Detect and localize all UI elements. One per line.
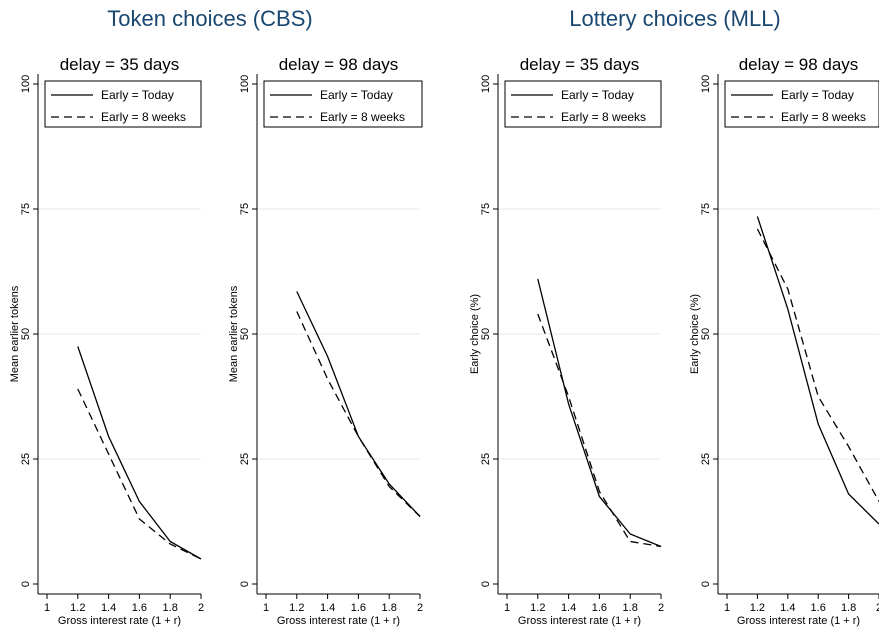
y-tick-label: 75: [480, 203, 492, 215]
x-tick-label: 1.4: [101, 602, 116, 614]
series-line-early-today: [537, 278, 662, 548]
y-tick-label: 0: [239, 581, 251, 587]
x-tick-label: 1.2: [750, 602, 765, 614]
y-tick-label: 50: [700, 328, 712, 340]
series-line-early-8-weeks: [756, 228, 879, 502]
legend-label: Early = 8 weeks: [561, 110, 646, 124]
panel-title: delay = 35 days: [520, 55, 640, 74]
y-tick-label: 75: [700, 203, 712, 215]
x-tick-label: 1: [44, 602, 50, 614]
legend-label: Early = Today: [561, 88, 634, 102]
legend-box: [504, 80, 662, 128]
y-tick-label: 25: [480, 453, 492, 465]
series-line-early-today: [296, 291, 421, 517]
x-tick-label: 2: [876, 602, 879, 614]
x-tick-label: 1.4: [780, 602, 795, 614]
y-tick-label: 25: [239, 453, 251, 465]
group-title-lottery-choices: Lottery choices (MLL): [569, 6, 781, 31]
x-axis-label: Gross interest rate (1 + r): [58, 615, 181, 627]
y-tick-label: 100: [700, 75, 712, 93]
legend-label: Early = 8 weeks: [781, 110, 866, 124]
legend-label: Early = Today: [781, 88, 854, 102]
legend-label: Early = 8 weeks: [320, 110, 405, 124]
legend-label: Early = Today: [320, 88, 393, 102]
legend-label: Early = Today: [101, 88, 174, 102]
y-tick-label: 100: [239, 75, 251, 93]
x-tick-label: 2: [417, 602, 423, 614]
y-tick-label: 50: [480, 328, 492, 340]
y-tick-label: 100: [480, 75, 492, 93]
panel-title: delay = 98 days: [739, 55, 859, 74]
legend-box: [724, 80, 879, 128]
x-tick-label: 1.4: [320, 602, 335, 614]
legend-label: Early = 8 weeks: [101, 110, 186, 124]
x-tick-label: 2: [658, 602, 664, 614]
y-tick-label: 0: [20, 581, 32, 587]
series-line-early-8-weeks: [537, 313, 662, 548]
panel-title: delay = 98 days: [279, 55, 399, 74]
panel-title: delay = 35 days: [60, 55, 180, 74]
x-axis-label: Gross interest rate (1 + r): [277, 615, 400, 627]
x-axis-label: Gross interest rate (1 + r): [518, 615, 641, 627]
series-line-early-today: [77, 346, 202, 560]
x-tick-label: 1.4: [561, 602, 576, 614]
x-tick-label: 1.2: [530, 602, 545, 614]
x-tick-label: 1: [724, 602, 730, 614]
x-tick-label: 1.8: [163, 602, 178, 614]
x-tick-label: 1.8: [382, 602, 397, 614]
group-title-token-choices: Token choices (CBS): [107, 6, 313, 31]
x-tick-label: 1.2: [70, 602, 85, 614]
series-line-early-today: [756, 216, 879, 525]
x-tick-label: 1.6: [132, 602, 147, 614]
x-tick-label: 1.8: [623, 602, 638, 614]
x-tick-label: 1: [504, 602, 510, 614]
y-tick-label: 100: [20, 75, 32, 93]
y-tick-label: 0: [700, 581, 712, 587]
x-tick-label: 1: [263, 602, 269, 614]
y-tick-label: 75: [20, 203, 32, 215]
x-tick-label: 1.8: [841, 602, 856, 614]
x-tick-label: 1.6: [351, 602, 366, 614]
series-line-early-8-weeks: [77, 388, 202, 560]
y-tick-label: 75: [239, 203, 251, 215]
y-tick-label: 25: [700, 453, 712, 465]
x-tick-label: 2: [198, 602, 204, 614]
x-tick-label: 1.6: [592, 602, 607, 614]
x-axis-label: Gross interest rate (1 + r): [737, 615, 860, 627]
x-tick-label: 1.2: [289, 602, 304, 614]
y-tick-label: 50: [239, 328, 251, 340]
y-tick-label: 50: [20, 328, 32, 340]
y-axis-label: Early choice (%): [689, 294, 701, 374]
series-line-early-8-weeks: [296, 311, 421, 517]
y-axis-label: Mean earlier tokens: [9, 285, 21, 382]
y-tick-label: 25: [20, 453, 32, 465]
y-tick-label: 0: [480, 581, 492, 587]
x-tick-label: 1.6: [811, 602, 826, 614]
y-axis-label: Mean earlier tokens: [228, 285, 240, 382]
legend-box: [263, 80, 423, 128]
legend-box: [44, 80, 202, 128]
y-axis-label: Early choice (%): [469, 294, 481, 374]
